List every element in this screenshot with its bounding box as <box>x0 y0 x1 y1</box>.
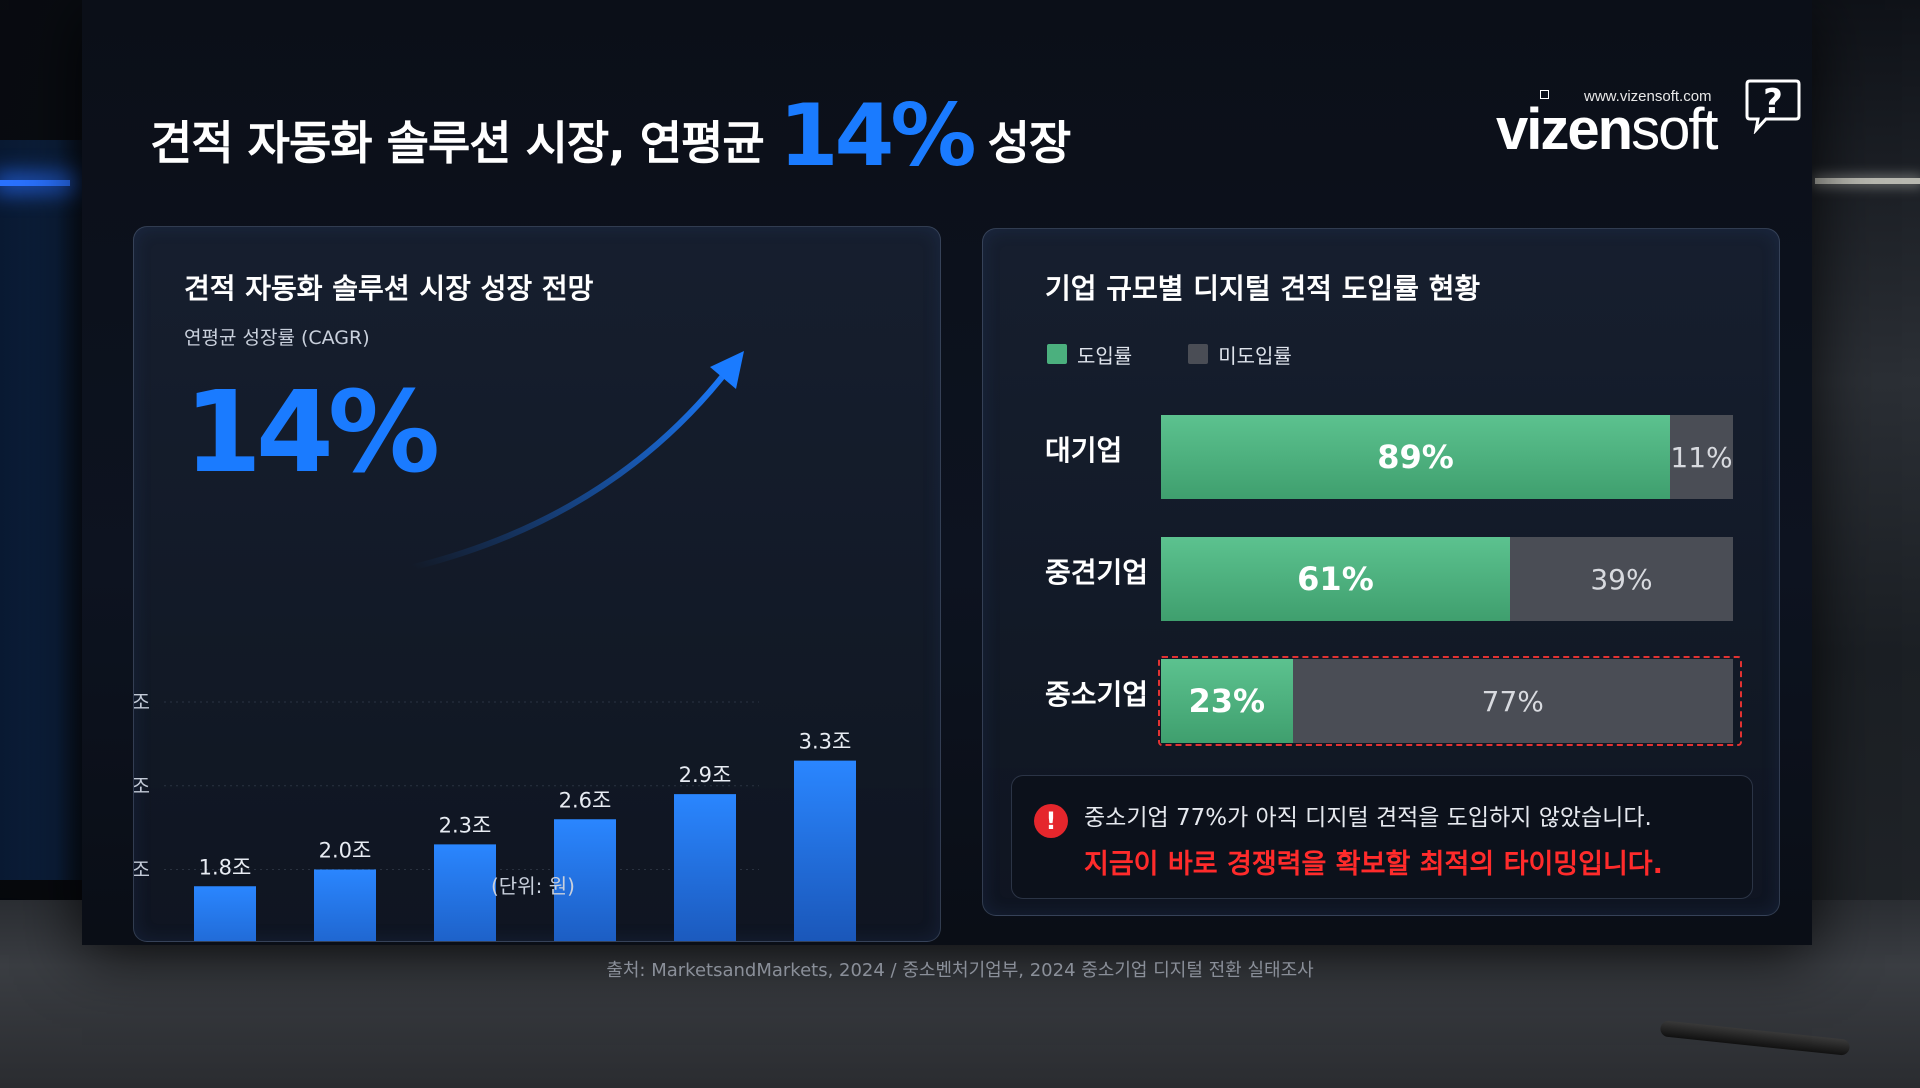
row-label-sme: 중소기업 <box>1045 678 1149 711</box>
market-growth-card: 견적 자동화 솔루션 시장 성장 전망 연평균 성장률 (CAGR) 14% 0… <box>133 226 941 942</box>
background-city-lights <box>0 140 95 880</box>
bar-2027 <box>554 819 616 941</box>
title-highlight: 14% <box>778 86 977 186</box>
trend-arrow-line <box>411 364 733 570</box>
trend-arrowhead <box>710 351 744 389</box>
bar-value-label: 2.0조 <box>319 839 372 863</box>
market-bar-chart: 01조2조3조4조 1.8조20242.0조20252.3조20262.6조20… <box>134 351 856 941</box>
legend-label-non: 미도입률 <box>1218 343 1292 368</box>
bar-2026 <box>434 844 496 941</box>
source-citation: 출처: MarketsandMarkets, 2024 / 중소벤처기업부, 2… <box>606 960 1314 981</box>
title-suffix: 성장 <box>972 116 1072 170</box>
speech-bubble-icon: ? <box>1745 79 1801 134</box>
bar-value-label: 2.6조 <box>559 788 612 812</box>
alert-box: ! 중소기업 77%가 아직 디지털 견적을 도입하지 않았습니다. 지금이 바… <box>1011 775 1753 899</box>
cagr-value: 14% <box>184 368 440 498</box>
bar-2028 <box>674 794 736 941</box>
unit-note: (단위: 원) <box>491 874 575 898</box>
row-label-large: 대기업 <box>1045 434 1123 467</box>
bar-non-large: 11% <box>1670 415 1733 499</box>
bar-value-label: 2.3조 <box>439 813 492 837</box>
y-tick-label: 4조 <box>134 690 150 714</box>
logo-brand-light: soft <box>1631 97 1718 162</box>
adoption-rate-card: 기업 규모별 디지털 견적 도입률 현황 도입률 미도입률 대기업 89% 11… <box>982 228 1780 916</box>
title-prefix: 견적 자동화 솔루션 시장, 연평균 <box>150 116 779 170</box>
bar-non-midsize: 39% <box>1509 537 1733 621</box>
alert-call-to-action: 지금이 바로 경쟁력을 확보할 최적의 타이밍입니다. <box>1084 849 1663 880</box>
y-tick-label: 3조 <box>134 774 150 798</box>
bar-2029 <box>794 760 856 941</box>
logo-brand-bold: vizen <box>1496 97 1633 162</box>
page-title: 견적 자동화 솔루션 시장, 연평균 14% 성장 <box>150 93 1072 179</box>
market-growth-title: 견적 자동화 솔루션 시장 성장 전망 <box>184 272 594 305</box>
alert-icon: ! <box>1034 804 1068 838</box>
bar-2024 <box>194 886 256 941</box>
bar-value-label: 2.9조 <box>679 763 732 787</box>
background-ceiling-light <box>1815 178 1920 184</box>
alert-message: 중소기업 77%가 아직 디지털 견적을 도입하지 않았습니다. <box>1084 805 1652 831</box>
adoption-rate-title: 기업 규모별 디지털 견적 도입률 현황 <box>1045 272 1481 305</box>
row-label-midsize: 중견기업 <box>1045 556 1149 589</box>
stacked-bar-midsize: 61% 39% <box>1161 537 1733 621</box>
logo-square-mark <box>1540 90 1549 99</box>
legend-label-adopt: 도입률 <box>1077 343 1133 368</box>
legend-swatch-non <box>1188 344 1209 364</box>
sme-highlight-box <box>1158 656 1742 746</box>
vizensoft-logo: www.vizensoft.com vizensoft ? <box>1496 78 1808 162</box>
bubble-question-mark: ? <box>1763 82 1783 122</box>
stacked-bar-sme: 23% 77% <box>1161 659 1733 743</box>
bar-2025 <box>314 869 376 941</box>
y-tick-label: 2조 <box>134 858 150 882</box>
bar-adopt-large: 89% <box>1161 415 1671 499</box>
bar-adopt-midsize: 61% <box>1161 537 1510 621</box>
cagr-label: 연평균 성장률 (CAGR) <box>184 327 370 349</box>
bar-non-sme: 77% <box>1292 659 1733 743</box>
adoption-legend: 도입률 미도입률 <box>1047 339 1292 369</box>
bar-value-label: 3.3조 <box>799 730 852 754</box>
stacked-bar-large: 89% 11% <box>1161 415 1733 499</box>
bar-adopt-sme: 23% <box>1161 659 1293 743</box>
background-neon-light <box>0 180 70 186</box>
legend-swatch-adopt <box>1047 344 1067 364</box>
logo-url: www.vizensoft.com <box>1584 88 1712 105</box>
bar-value-label: 1.8조 <box>199 855 252 879</box>
logo-wordmark: vizensoft <box>1496 97 1719 162</box>
